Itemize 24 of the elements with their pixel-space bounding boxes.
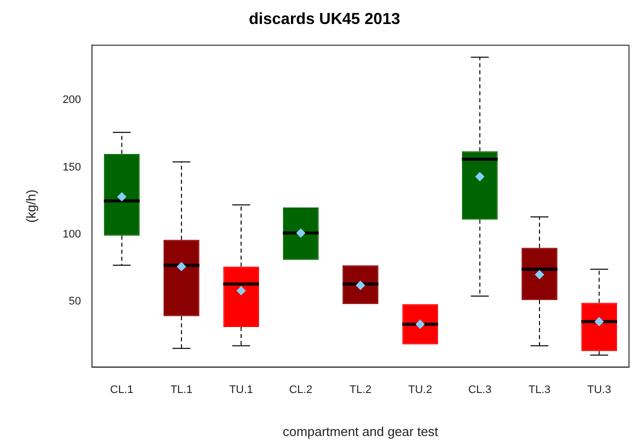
- x-tick-label: CL.2: [289, 384, 312, 396]
- point: [534, 270, 544, 280]
- x-axis-title: compartment and gear test: [282, 424, 439, 439]
- point: [475, 172, 484, 182]
- y-tick-label: 100: [62, 228, 81, 240]
- point: [296, 228, 306, 238]
- x-tick-label: TL.1: [170, 384, 192, 396]
- y-axis-title: (kg/h): [23, 190, 38, 223]
- y-tick-label: 150: [62, 161, 81, 174]
- x-tick-label: TL.3: [528, 384, 550, 396]
- x-tick-label: TL.2: [349, 384, 372, 396]
- point: [416, 320, 425, 329]
- x-tick-label: TU.3: [587, 384, 612, 396]
- point: [236, 286, 246, 296]
- x-tick-label: TU.2: [408, 384, 432, 396]
- x-tick-label: CL.1: [110, 384, 134, 396]
- point: [176, 262, 186, 272]
- x-tick-label: CL.3: [468, 384, 492, 396]
- y-tick-label: 50: [68, 295, 81, 308]
- point: [117, 192, 126, 202]
- chart-title: discards UK45 2013: [248, 11, 400, 28]
- point: [594, 317, 604, 326]
- y-tick-label: 200: [62, 94, 81, 106]
- x-tick-label: TU.1: [229, 384, 254, 396]
